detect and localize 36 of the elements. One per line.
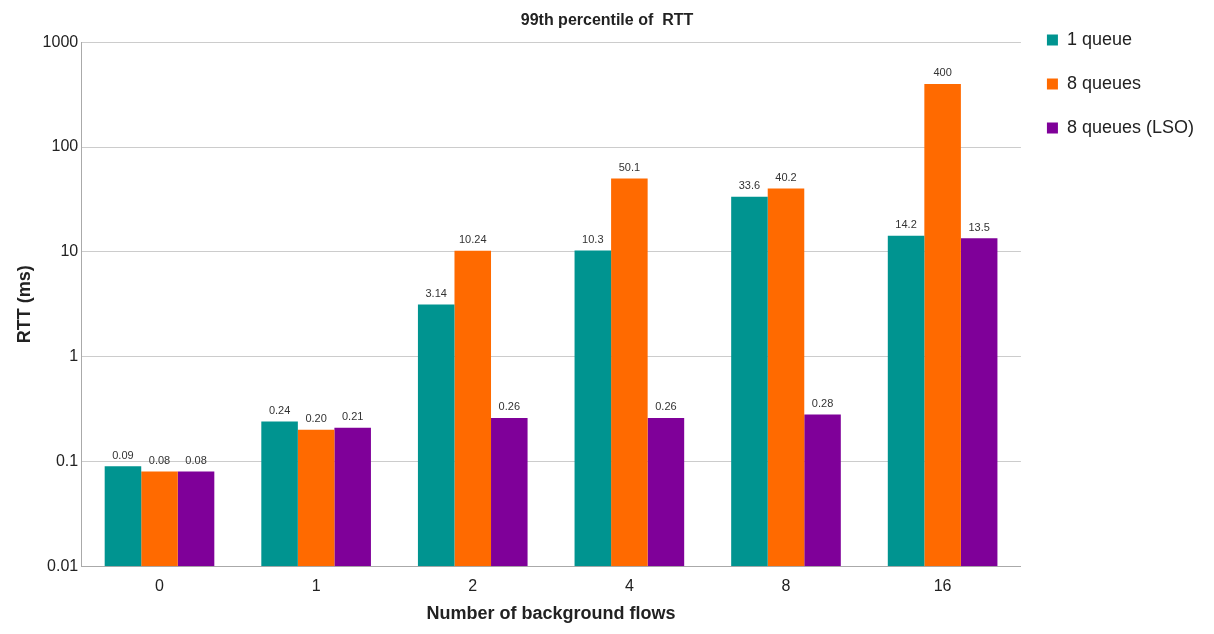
data-label: 0.26	[498, 400, 521, 413]
y-tick-label: 1000	[42, 32, 79, 50]
x-tick-label: 1	[311, 577, 321, 595]
x-tick-label: 16	[933, 577, 952, 595]
data-label: 400	[933, 66, 952, 79]
data-label: 0.24	[268, 404, 291, 417]
legend-label: 8 queues	[1066, 72, 1142, 93]
x-axis-title: Number of background flows	[426, 603, 676, 624]
y-tick-label: 1	[69, 347, 79, 365]
y-tick-label: 0.01	[47, 556, 79, 574]
y-axis-title: RTT (ms)	[13, 265, 34, 344]
x-tick-label: 8	[781, 577, 791, 595]
data-label: 40.2	[775, 171, 797, 184]
data-label: 0.09	[112, 448, 134, 461]
data-label: 0.08	[185, 454, 207, 467]
y-tick-label: 100	[51, 137, 79, 155]
x-tick-label: 0	[155, 577, 165, 595]
x-tick-label: 4	[624, 577, 634, 595]
data-label: 0.21	[341, 410, 364, 423]
data-label: 10.3	[582, 232, 604, 245]
data-label: 0.20	[305, 412, 327, 425]
y-tick-label: 0.1	[55, 451, 79, 469]
data-label: 50.1	[618, 160, 641, 173]
data-label: 14.2	[895, 218, 917, 231]
data-label: 0.28	[811, 397, 834, 410]
data-label: 13.5	[968, 220, 990, 233]
chart-title: 99th percentile of RTT	[520, 11, 694, 29]
x-tick-label: 2	[468, 577, 478, 595]
data-label: 0.26	[655, 400, 677, 413]
data-label: 0.08	[148, 454, 171, 467]
legend-label: 8 queues (LSO)	[1066, 116, 1195, 137]
y-tick-label: 10	[60, 242, 79, 260]
data-label: 33.6	[738, 179, 761, 192]
legend-label: 1 queue	[1066, 28, 1133, 49]
data-label: 10.24	[458, 233, 487, 246]
data-label: 3.14	[425, 287, 447, 300]
